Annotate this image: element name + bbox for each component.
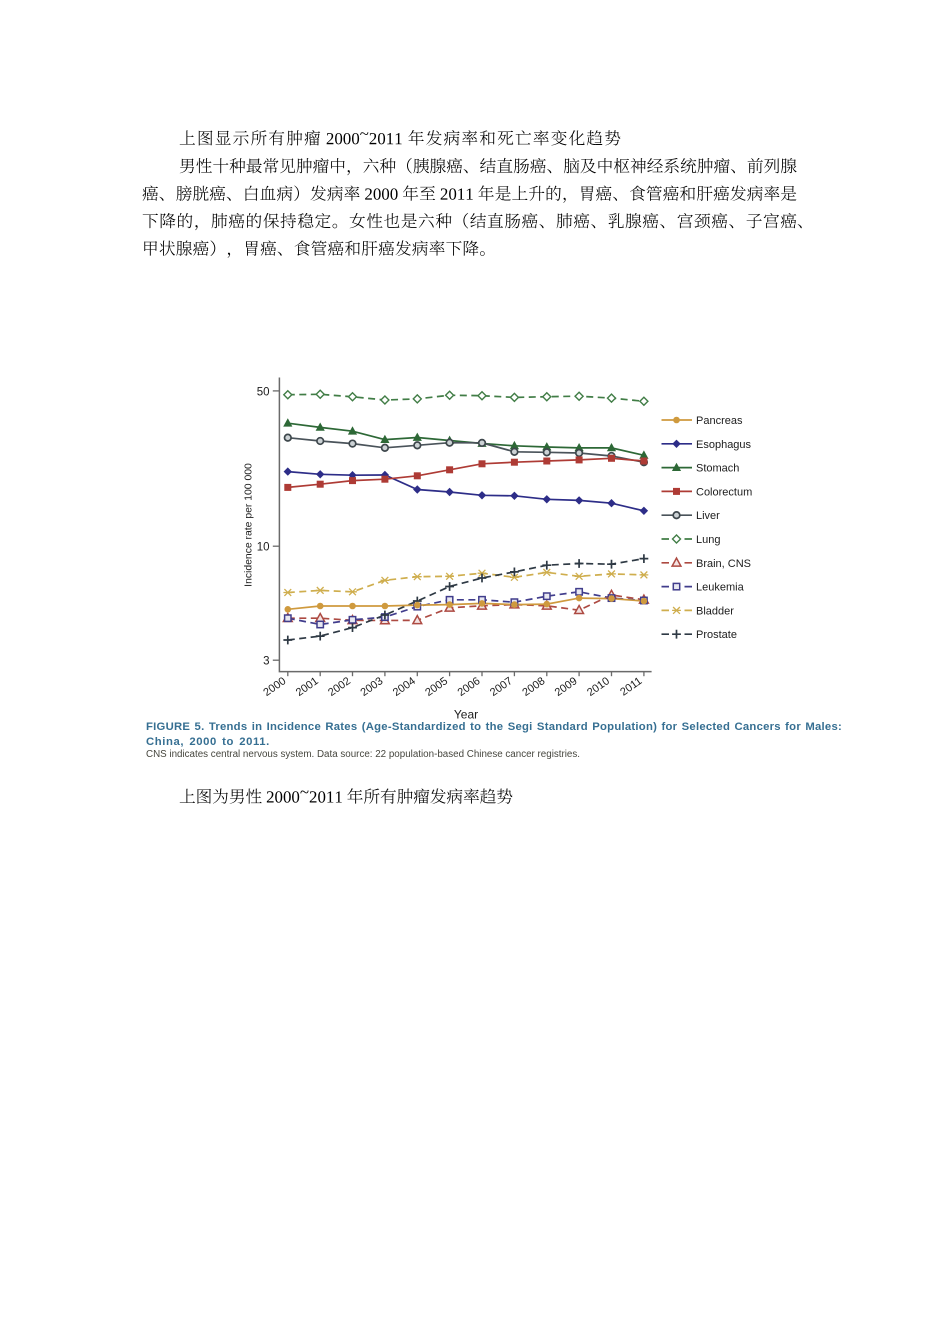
svg-text:2000: 2000 (261, 675, 288, 699)
svg-text:Liver: Liver (696, 510, 720, 522)
svg-text:50: 50 (257, 386, 270, 398)
svg-text:Stomach: Stomach (696, 463, 739, 475)
svg-text:2002: 2002 (326, 675, 353, 699)
svg-text:Lung: Lung (696, 534, 720, 546)
svg-text:2011: 2011 (618, 675, 644, 698)
svg-text:Leukemia: Leukemia (696, 582, 745, 594)
svg-text:Incidence rate per 100 000: Incidence rate per 100 000 (244, 463, 255, 587)
svg-text:2009: 2009 (553, 675, 580, 699)
svg-text:2001: 2001 (294, 675, 321, 699)
svg-text:2004: 2004 (391, 675, 418, 699)
svg-text:2010: 2010 (585, 675, 612, 699)
svg-text:Year: Year (454, 708, 478, 722)
svg-text:Esophagus: Esophagus (696, 439, 752, 451)
svg-text:2007: 2007 (488, 675, 515, 699)
svg-text:Colorectum: Colorectum (696, 486, 752, 498)
svg-text:10: 10 (257, 542, 270, 554)
svg-text:Brain, CNS: Brain, CNS (696, 558, 751, 570)
svg-text:2006: 2006 (456, 675, 483, 699)
svg-text:2005: 2005 (423, 675, 450, 699)
svg-text:Pancreas: Pancreas (696, 415, 743, 427)
svg-text:Prostate: Prostate (696, 629, 737, 641)
svg-text:3: 3 (263, 656, 269, 668)
svg-text:2003: 2003 (358, 675, 385, 699)
svg-text:Bladder: Bladder (696, 605, 734, 617)
svg-text:2008: 2008 (520, 675, 547, 699)
